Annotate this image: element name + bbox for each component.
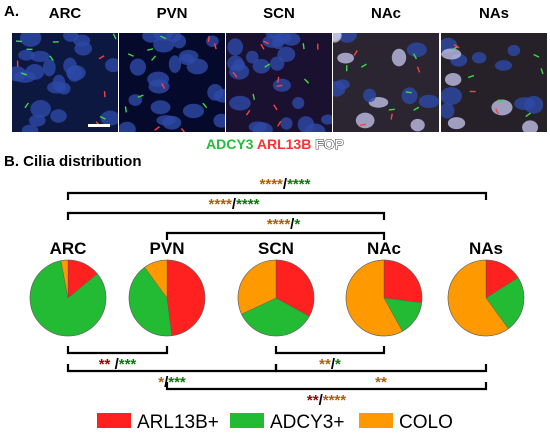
significance-stars: ****/**** (209, 196, 260, 213)
micrograph-arc (12, 33, 118, 132)
comparison-bottom-scn-nas: ** (274, 364, 488, 391)
significance-stars: ** (375, 374, 387, 391)
comparison-bracket (274, 346, 386, 355)
legend-label: COLO (399, 412, 453, 433)
legend-label: ADCY3+ (270, 412, 344, 433)
legend-item-adcy3: ADCY3+ (230, 412, 344, 433)
pie-nas: NAs (447, 239, 525, 337)
pie-label: PVN (150, 239, 185, 258)
legend-label: ARL13B+ (137, 412, 219, 433)
comparison-bottom-pvn-nas: **/**** (165, 382, 488, 409)
comparison-bottom-arc-pvn: ** /*** (66, 346, 169, 373)
micrograph-label-arc: ARC (48, 5, 82, 22)
comparison-bracket (165, 231, 386, 240)
chart-title: B. Cilia distribution (4, 153, 142, 170)
comparison-bottom-scn-nac: **/* (274, 346, 386, 373)
panel-a-label: A. (4, 3, 19, 20)
legend-swatch (230, 413, 264, 428)
comparison-bracket (66, 211, 386, 220)
legend-item-colo: COLO (359, 412, 453, 433)
legend-swatch (97, 413, 131, 428)
pie-arc: ARC (29, 239, 107, 337)
significance-stars: ****/* (267, 216, 301, 233)
micrograph-label-nac: NAc (370, 5, 401, 22)
comparison-bracket (274, 364, 488, 373)
pie-label: SCN (258, 239, 294, 258)
comparison-top-arc-nas: ****/**** (66, 176, 488, 200)
pie-scn: SCN (237, 239, 315, 337)
pie-nac: NAc (345, 239, 423, 337)
comparison-bracket (66, 346, 169, 355)
pie-label: NAc (367, 239, 401, 258)
stain-adcy3: ADCY3 (206, 136, 254, 152)
micrograph-scn (226, 33, 332, 132)
significance-stars: ** /*** (99, 356, 137, 373)
stain-fop: FOP (315, 136, 345, 153)
significance-stars: **/* (319, 356, 341, 373)
micrograph-nac (333, 33, 439, 132)
micrograph-label-nas: NAs (478, 5, 509, 22)
comparison-top-pvn-nac: ****/* (165, 216, 386, 240)
legend-item-arl13b: ARL13B+ (97, 412, 219, 433)
pie-label: NAs (469, 239, 503, 258)
significance-stars: ****/**** (260, 176, 311, 193)
legend-swatch (359, 413, 393, 428)
comparison-bracket (165, 382, 488, 391)
pie-label: ARC (50, 239, 87, 258)
pie-slice-arl13b (383, 259, 423, 303)
stain-legend: ADCY3 ARL13B FOP (0, 136, 550, 153)
comparison-bracket (66, 191, 488, 200)
significance-stars: **/**** (307, 392, 346, 409)
micrograph-label-pvn: PVN (156, 5, 188, 22)
micrograph-nas (441, 33, 547, 132)
pie-pvn: PVN (128, 239, 206, 337)
comparison-top-arc-nac: ****/**** (66, 196, 386, 220)
pie-slice-arl13b (166, 259, 206, 336)
micrograph-label-scn: SCN (263, 5, 295, 22)
micrograph-pvn (119, 33, 225, 132)
stain-arl13b: ARL13B (256, 136, 312, 152)
